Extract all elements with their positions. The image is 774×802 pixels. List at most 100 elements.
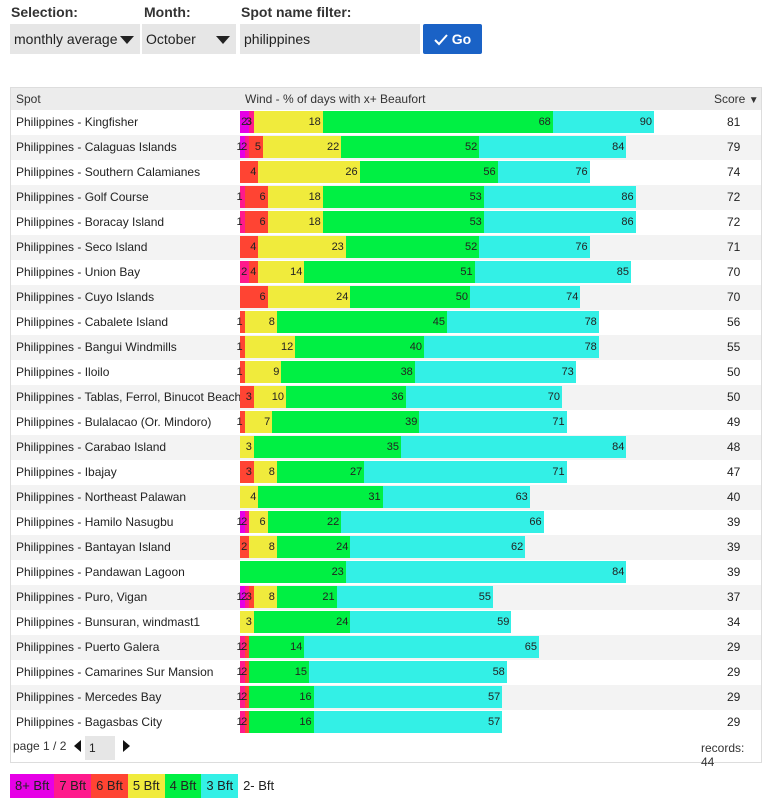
- table-row[interactable]: Philippines - Cabalete Island 78 45 8 1 56: [11, 310, 761, 335]
- spot-name[interactable]: Philippines - Calaguas Islands: [16, 140, 177, 154]
- table-row[interactable]: Philippines - Iloilo 73 38 9 1 50: [11, 360, 761, 385]
- selection-dropdown[interactable]: monthly average: [10, 24, 140, 54]
- prev-page-icon[interactable]: [74, 740, 81, 752]
- header-score[interactable]: Score ▼: [714, 92, 759, 106]
- spot-name[interactable]: Philippines - Bangui Windmills: [16, 340, 177, 354]
- bar-label-3-bft: 57: [487, 716, 501, 728]
- bar-segment-4-bft: [240, 686, 314, 708]
- bar-label-5-bft: 8: [268, 316, 275, 328]
- table-row[interactable]: Philippines - Camarines Sur Mansion 58 15 2…: [11, 660, 761, 685]
- month-dropdown[interactable]: October: [142, 24, 236, 54]
- bar-segment-6-bft: [240, 286, 268, 308]
- spot-name[interactable]: Philippines - Carabao Island: [16, 440, 167, 454]
- bar-segment-6-bft: [240, 361, 245, 383]
- bar-label-7-bft: 2: [241, 516, 248, 528]
- bar-label-5-bft: 18: [308, 191, 321, 203]
- bar-label-3-bft: 84: [612, 566, 625, 578]
- spot-score: 50: [727, 390, 741, 404]
- spot-name[interactable]: Philippines - Camarines Sur Mansion: [16, 665, 214, 679]
- bar-segment-7-bft: [240, 661, 245, 683]
- spot-name[interactable]: Philippines - Pandawan Lagoon: [16, 565, 185, 579]
- legend-item: 8+ Bft: [10, 774, 55, 798]
- bar-label-4-bft: 16: [299, 716, 312, 728]
- bar-segment-4-bft: [240, 311, 447, 333]
- spot-score: 71: [727, 240, 741, 254]
- table-row[interactable]: Philippines - Golf Course 86 53 18 6 1 72: [11, 185, 761, 210]
- table-row[interactable]: Philippines - Bagasbas City 57 16 2 1 29: [11, 710, 761, 735]
- spot-score: 74: [727, 165, 741, 179]
- table-row[interactable]: Philippines - Bangui Windmills 78 40 12 1 55: [11, 335, 761, 360]
- table-row[interactable]: Philippines - Carabao Island 84 35 3 48: [11, 435, 761, 460]
- spot-name[interactable]: Philippines - Seco Island: [16, 240, 148, 254]
- wind-bar: 84 35 3: [240, 436, 700, 458]
- spot-name[interactable]: Philippines - Hamilo Nasugbu: [16, 515, 174, 529]
- table-row[interactable]: Philippines - Southern Calamianes 76 56 26 4…: [11, 160, 761, 185]
- bar-label-7-bft: 1: [236, 716, 243, 728]
- bar-segment-4-bft: [240, 661, 309, 683]
- bar-label-7-bft: 2: [241, 141, 248, 153]
- bar-segment-4-bft: [240, 636, 305, 658]
- table-row[interactable]: Philippines - Puro, Vigan 55 21 8 3 2 1 37: [11, 585, 761, 610]
- table-row[interactable]: Philippines - Cuyo Islands 74 50 24 6 70: [11, 285, 761, 310]
- bar-label-6-bft: 6: [259, 216, 266, 228]
- spot-name[interactable]: Philippines - Mercedes Bay: [16, 690, 162, 704]
- spot-name[interactable]: Philippines - Union Bay: [16, 265, 141, 279]
- bar-label-6-bft: 1: [236, 416, 243, 428]
- spot-name[interactable]: Philippines - Tablas, Ferrol, Binucot Be…: [16, 390, 242, 404]
- wind-bar: 76 52 23 4: [240, 236, 700, 258]
- table-row[interactable]: Philippines - Pandawan Lagoon 84 23 39: [11, 560, 761, 585]
- spot-name[interactable]: Philippines - Golf Course: [16, 190, 149, 204]
- spot-name[interactable]: Philippines - Puerto Galera: [16, 640, 160, 654]
- spot-name[interactable]: Philippines - Bantayan Island: [16, 540, 171, 554]
- table-row[interactable]: Philippines - Northeast Palawan 63 31 4 40: [11, 485, 761, 510]
- spot-name[interactable]: Philippines - Ibajay: [16, 465, 117, 479]
- go-button[interactable]: Go: [423, 24, 482, 54]
- table-row[interactable]: Philippines - Mercedes Bay 57 16 2 1 29: [11, 685, 761, 710]
- table-row[interactable]: Philippines - Hamilo Nasugbu 66 22 6 2 1 39: [11, 510, 761, 535]
- bar-segment-8-bft: [240, 511, 245, 533]
- spot-name[interactable]: Philippines - Cuyo Islands: [16, 290, 155, 304]
- header-spot[interactable]: Spot: [16, 92, 41, 106]
- table-row[interactable]: Philippines - Calaguas Islands 84 52 22 5 2 1 7…: [11, 135, 761, 160]
- bar-segment-6-bft: [240, 161, 259, 183]
- header-wind[interactable]: Wind - % of days with x+ Beaufort: [245, 92, 426, 106]
- bar-label-3-bft: 86: [621, 191, 634, 203]
- spot-score: 70: [727, 265, 741, 279]
- go-button-label: Go: [451, 31, 472, 47]
- bar-label-7-bft: 2: [241, 266, 248, 278]
- legend-item: 7 Bft: [54, 774, 92, 798]
- spot-name[interactable]: Philippines - Boracay Island: [16, 215, 165, 229]
- spot-name[interactable]: Philippines - Bulalacao (Or. Mindoro): [16, 415, 212, 429]
- spot-name[interactable]: Philippines - Northeast Palawan: [16, 490, 187, 504]
- spot-name[interactable]: Philippines - Kingfisher: [16, 115, 139, 129]
- chevron-down-icon: [216, 36, 230, 44]
- table-row[interactable]: Philippines - Bunsuran, windmast1 59 24 3 34: [11, 610, 761, 635]
- spot-score: 37: [727, 590, 741, 604]
- table-row[interactable]: Philippines - Puerto Galera 65 14 2 1 29: [11, 635, 761, 660]
- table-row[interactable]: Philippines - Bantayan Island 62 24 8 2 39: [11, 535, 761, 560]
- spot-name[interactable]: Philippines - Iloilo: [16, 365, 110, 379]
- spot-filter-input[interactable]: philippines: [240, 24, 420, 54]
- bar-segment-6-bft: [240, 236, 259, 258]
- spot-name[interactable]: Philippines - Southern Calamianes: [16, 165, 201, 179]
- table-row[interactable]: Philippines - Ibajay 71 27 8 3 47: [11, 460, 761, 485]
- spot-name[interactable]: Philippines - Cabalete Island: [16, 315, 169, 329]
- page-number-input[interactable]: 1: [85, 736, 115, 760]
- bar-label-4-bft: 35: [386, 441, 399, 453]
- table-row[interactable]: Philippines - Kingfisher 90 68 18 3 3 2 81: [11, 110, 761, 135]
- bar-label-5-bft: 24: [336, 291, 349, 303]
- spot-name[interactable]: Philippines - Bunsuran, windmast1: [16, 615, 201, 629]
- table-row[interactable]: Philippines - Union Bay 85 51 14 4 2 70: [11, 260, 761, 285]
- table-row[interactable]: Philippines - Tablas, Ferrol, Binucot Be…: [11, 385, 761, 410]
- table-row[interactable]: Philippines - Boracay Island 86 53 18 6 1 72: [11, 210, 761, 235]
- spot-name[interactable]: Philippines - Bagasbas City: [16, 715, 163, 729]
- bar-label-7-bft: 1: [236, 666, 243, 678]
- bar-label-8-bft: 2: [241, 116, 248, 128]
- table-row[interactable]: Philippines - Bulalacao (Or. Mindoro) 71 3…: [11, 410, 761, 435]
- wind-bar: 84 52 22 5 2 1: [236, 136, 700, 158]
- bar-segment-7-bft: [240, 686, 245, 708]
- spot-name[interactable]: Philippines - Puro, Vigan: [16, 590, 148, 604]
- bar-segment-7-bft: [240, 586, 250, 608]
- next-page-icon[interactable]: [123, 740, 130, 752]
- table-row[interactable]: Philippines - Seco Island 76 52 23 4 71: [11, 235, 761, 260]
